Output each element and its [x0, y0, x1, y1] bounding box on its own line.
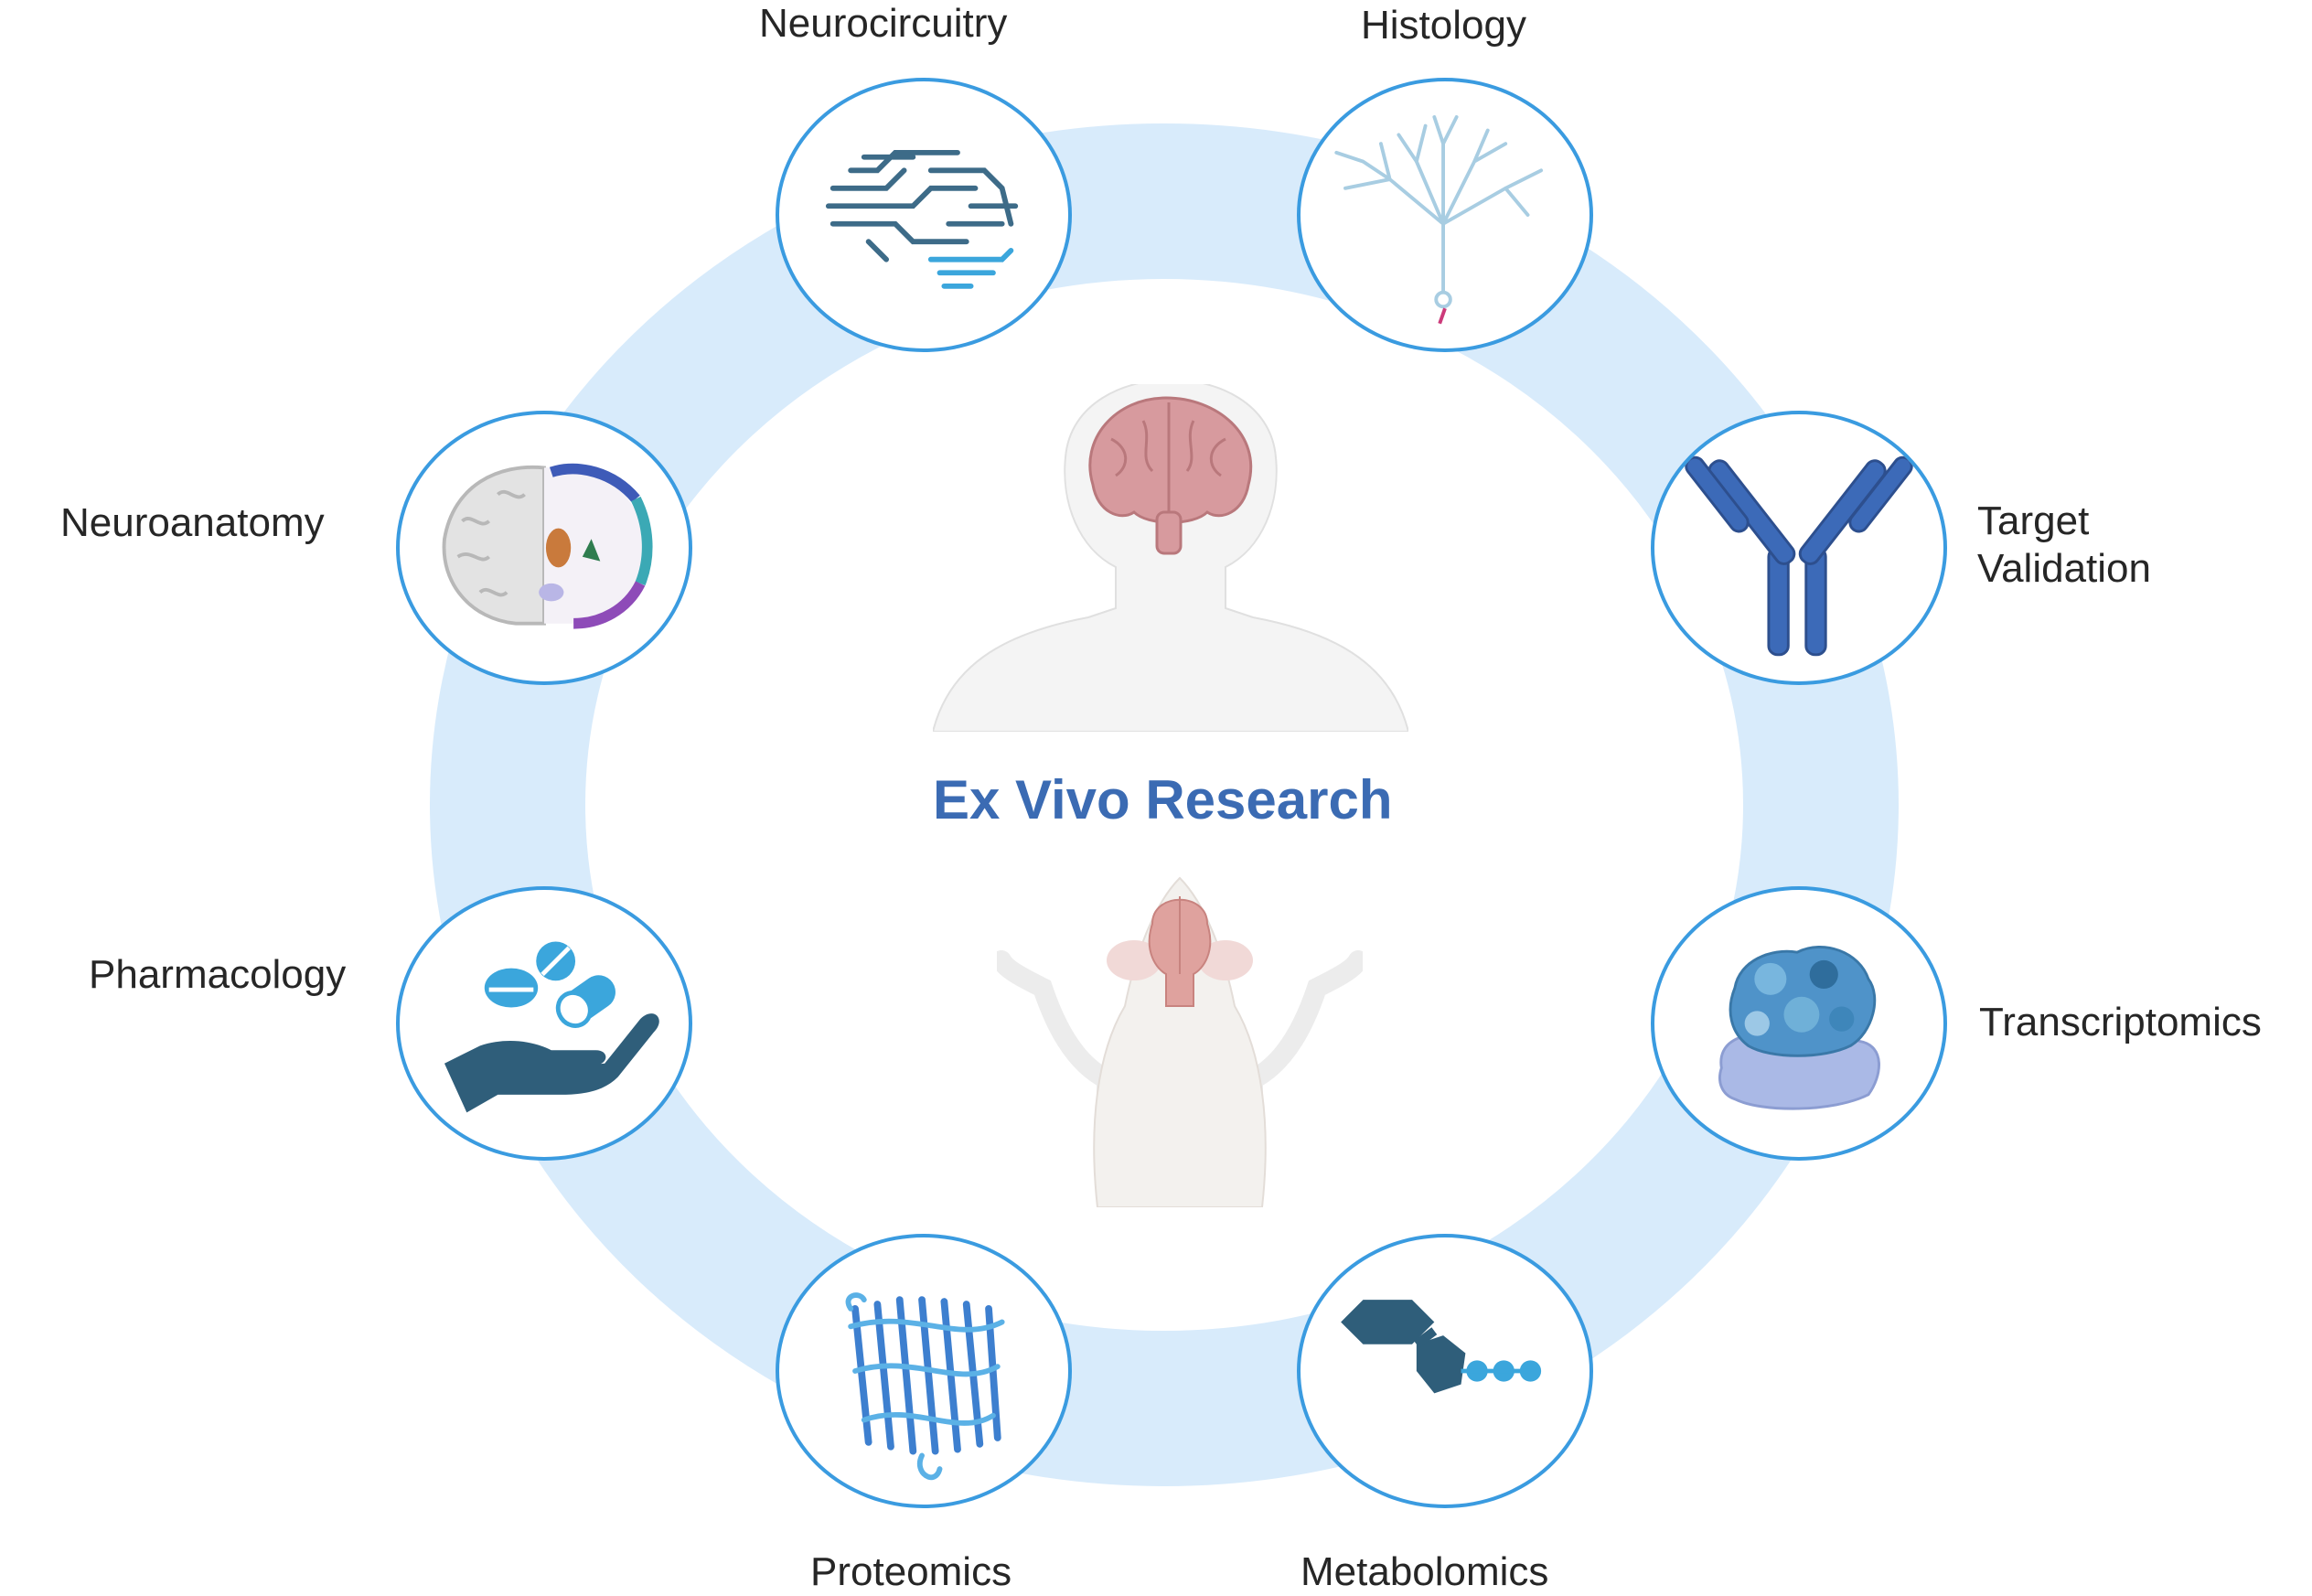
diagram-title: Ex Vivo Research: [933, 769, 1393, 830]
node-histology: [1297, 78, 1593, 352]
human-brain-figure: [933, 384, 1408, 732]
mouse-brain-figure: [997, 876, 1363, 1207]
molecule-chain-icon: [1341, 1300, 1542, 1394]
node-metabolomics: [1297, 1234, 1593, 1508]
label-target-validation-line1: Target: [1977, 498, 2090, 543]
label-histology: Histology: [1361, 3, 1526, 48]
node-neuroanatomy: [396, 411, 692, 685]
brain-section-icon: [442, 463, 653, 629]
protein-barrel-icon: [845, 1292, 1005, 1481]
label-neurocircuitry: Neurocircuitry: [759, 1, 1008, 46]
node-target-validation: [1651, 411, 1947, 685]
label-target-validation-line2: Validation: [1977, 546, 2151, 591]
label-proteomics: Proteomics: [810, 1549, 1012, 1594]
node-pharmacology: [396, 886, 692, 1161]
node-neurocircuitry: [776, 78, 1072, 352]
label-neuroanatomy: Neuroanatomy: [60, 500, 325, 545]
node-transcriptomics: [1651, 886, 1947, 1161]
neuron-icon: [1334, 114, 1544, 325]
label-metabolomics: Metabolomics: [1300, 1549, 1549, 1594]
protein-complex-icon: [1718, 945, 1880, 1110]
label-pharmacology: Pharmacology: [89, 952, 347, 997]
antibody-icon: [1685, 455, 1913, 657]
node-proteomics: [776, 1234, 1072, 1508]
circuit-brain-icon: [825, 149, 1019, 289]
hand-pills-icon: [444, 941, 659, 1113]
label-transcriptomics: Transcriptomics: [1979, 1000, 2262, 1044]
